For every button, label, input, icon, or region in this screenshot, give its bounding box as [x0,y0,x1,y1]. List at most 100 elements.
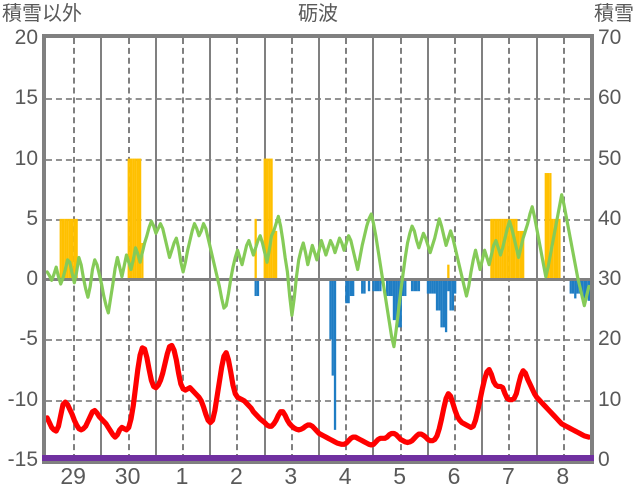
blue-bar [331,279,334,376]
orange-bar [129,158,133,280]
orange-bar [503,218,507,280]
right-axis-title: 積雪 [594,3,634,25]
blue-bar [417,279,421,292]
gridline-v-halfday-2 [182,38,184,460]
left-tick--5: -5 [19,327,38,351]
plot-area [46,38,590,460]
right-tick-60: 60 [598,86,622,110]
orange-bar [544,173,547,280]
gridline-v-day-6 [372,38,375,460]
orange-bar [556,218,559,280]
left-tick-5: 5 [26,206,38,230]
blue-bar [333,279,337,430]
orange-bar [558,218,561,280]
blue-bar [379,279,382,292]
orange-bar [265,158,269,280]
blue-bar [363,279,366,294]
orange-bar [268,158,271,280]
blue-bar [433,279,436,294]
blue-bar [395,279,398,321]
blue-bar [388,279,391,297]
gridline-v-halfday-6 [399,38,402,460]
orange-bar [141,242,144,280]
plot-frame [42,34,594,464]
zero-axis-line [46,278,590,282]
right-tick-70: 70 [598,26,622,49]
gridline-v-day-9 [535,38,538,460]
blue-bar [413,279,416,292]
blue-bar [254,279,257,297]
blue-bar [444,279,448,333]
x-tick-6: 6 [447,463,461,489]
blue-bar [329,279,332,340]
blue-bar [372,279,375,292]
orange-bar [274,230,278,280]
blue-bar [576,279,579,294]
left-tick-0: 0 [26,267,38,291]
blue-bar [386,279,389,297]
left-axis-title: 積雪以外 [2,3,82,25]
orange-bar [447,264,450,280]
orange-bar [127,158,130,280]
x-tick-7: 7 [501,463,515,489]
page-title: 砺波 [298,3,338,25]
x-tick-8: 8 [556,463,570,489]
orange-bar [73,218,76,280]
right-tick-50: 50 [598,146,622,170]
x-tick-1: 1 [175,463,189,489]
gridline-v-halfday-4 [290,38,293,460]
blue-bar [367,279,371,292]
right-tick-30: 30 [598,267,622,291]
x-tick-3: 3 [284,463,298,489]
blue-bar [429,279,432,294]
gridline-v-day-8 [481,38,484,460]
blue-bar [431,279,434,294]
left-tick-20: 20 [14,26,38,49]
blue-bar [438,279,441,311]
orange-bar [506,218,509,280]
gridline-v-halfday-9 [562,38,565,460]
right-tick-40: 40 [598,206,622,230]
orange-bar [66,218,69,280]
blue-bar [347,279,350,304]
orange-bar [522,230,525,280]
right-tick-20: 20 [598,327,622,351]
blue-bar [569,279,572,294]
orange-bar [553,218,557,280]
orange-bar [263,158,266,280]
right-tick-0: 0 [598,448,610,471]
blue-bar [451,279,455,311]
orange-bar [512,218,516,280]
orange-bar [510,218,513,280]
blue-bar [454,279,457,294]
blue-bar [440,279,443,328]
blue-bar [571,279,575,294]
orange-bar [519,230,523,280]
orange-bar [494,218,498,280]
gridline-v-halfday-5 [345,38,348,460]
blue-bar [401,279,405,297]
left-tick--10: -10 [7,387,38,411]
blue-bar [580,279,584,299]
left-tick-10: 10 [14,146,38,170]
orange-bar [270,158,273,280]
blue-bar [435,279,439,311]
red-snow-depth-line [46,342,590,448]
gridline-v-day-1 [100,38,103,460]
orange-bar [272,230,275,280]
orange-bar [138,158,142,280]
blue-bar [392,279,396,321]
orange-bar [508,218,511,280]
bottom-purple-line [42,455,594,461]
blue-bar [374,279,377,292]
blue-bar [390,279,393,297]
gridline-v-day-2 [154,38,157,460]
orange-bar [132,158,135,280]
orange-bar [70,218,74,280]
blue-bar [352,279,355,297]
x-tick-30: 30 [114,463,141,489]
green-temperature-line [46,193,590,349]
blue-bar [574,279,577,299]
orange-bar [64,218,67,280]
